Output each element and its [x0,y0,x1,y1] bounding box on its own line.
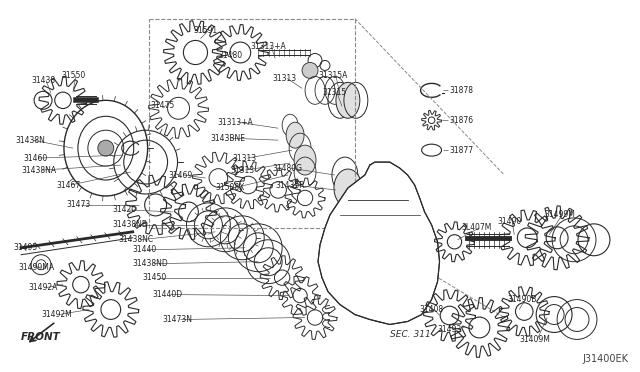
Text: 31438ND: 31438ND [132,259,168,268]
Text: 31480G: 31480G [272,164,302,173]
Text: 31492A: 31492A [28,283,58,292]
Ellipse shape [334,169,362,207]
Text: 31313: 31313 [272,74,296,83]
Text: 31495: 31495 [13,243,37,252]
Text: 31438NC: 31438NC [119,235,154,244]
Text: 31550: 31550 [61,71,85,80]
Text: 31435R: 31435R [275,180,305,189]
Text: 31315A: 31315A [318,71,348,80]
Text: FRONT: FRONT [21,333,61,343]
Text: 31438NA: 31438NA [21,166,56,174]
Text: 31473: 31473 [66,201,90,209]
Text: 31438N: 31438N [15,136,45,145]
Text: 31313+A: 31313+A [218,118,253,127]
Circle shape [302,62,318,78]
Text: 31490B: 31490B [508,295,537,304]
Text: 31877: 31877 [449,145,474,155]
Text: 3L407M: 3L407M [461,223,492,232]
Text: 31313: 31313 [232,154,257,163]
Text: 31420: 31420 [113,205,137,214]
Text: 31315: 31315 [322,88,346,97]
Ellipse shape [286,122,304,148]
Text: 31450: 31450 [143,273,167,282]
Text: 31473N: 31473N [163,315,193,324]
Text: 31508X: 31508X [216,183,244,192]
Text: 31440: 31440 [132,245,157,254]
Text: 31493: 31493 [438,325,462,334]
Text: 31480: 31480 [218,51,243,60]
Polygon shape [318,162,440,324]
Text: 31313: 31313 [230,166,255,174]
Circle shape [98,140,114,156]
Text: 31492M: 31492M [41,310,72,319]
Text: 31408: 31408 [420,305,444,314]
Text: 31460: 31460 [23,154,47,163]
Text: 31440D: 31440D [152,290,183,299]
Ellipse shape [294,145,316,175]
Text: 31467: 31467 [56,180,80,189]
Text: J31400EK: J31400EK [583,355,629,364]
Text: SEC. 311: SEC. 311 [390,330,431,339]
Text: 31409M: 31409M [519,335,550,344]
Text: 31490: 31490 [497,217,522,227]
Text: 31591: 31591 [193,26,218,35]
Text: 31475: 31475 [150,101,175,110]
Text: 31876: 31876 [449,116,474,125]
Text: 31499M: 31499M [544,211,575,219]
Text: 31878: 31878 [449,86,474,95]
Text: 31469: 31469 [168,170,193,180]
Text: 31499MA: 31499MA [18,263,54,272]
Text: 3143BNE: 3143BNE [211,134,245,143]
Text: 31438NB: 31438NB [113,220,148,230]
Ellipse shape [336,82,360,118]
Text: 31313+A: 31313+A [250,42,286,51]
Text: 31438: 31438 [31,76,55,85]
